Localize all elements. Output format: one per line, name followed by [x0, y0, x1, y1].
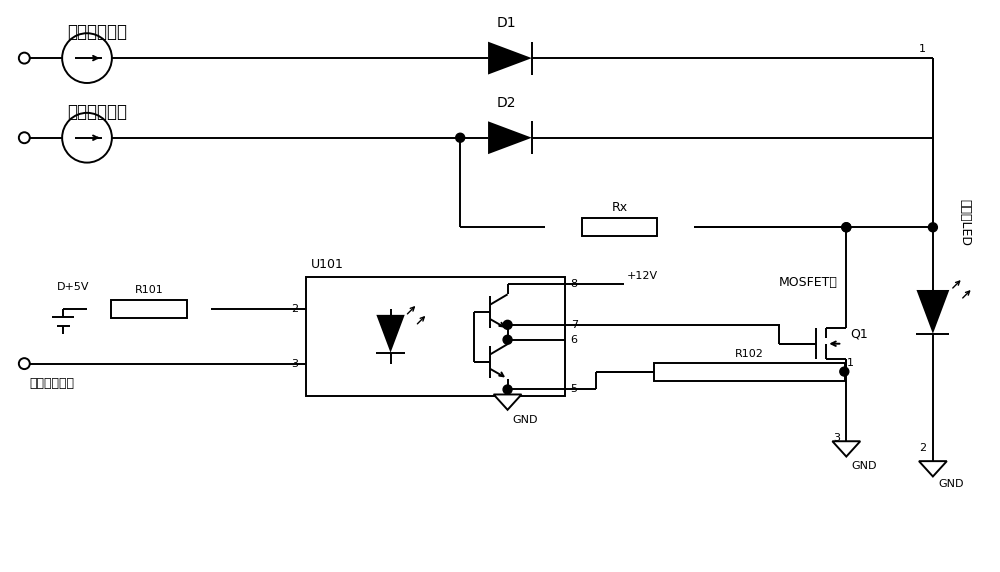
- Text: U101: U101: [311, 258, 344, 271]
- Text: D+5V: D+5V: [57, 282, 90, 292]
- Bar: [111, 300, 187, 318]
- Text: 3: 3: [291, 359, 298, 368]
- Text: D2: D2: [496, 96, 516, 110]
- Text: R101: R101: [135, 285, 164, 295]
- Text: 2: 2: [291, 304, 298, 314]
- Text: +12V: +12V: [626, 271, 658, 281]
- Bar: [306, 277, 565, 396]
- Text: 2: 2: [919, 443, 926, 453]
- Polygon shape: [919, 461, 947, 476]
- Text: 5: 5: [571, 384, 578, 395]
- Text: 6: 6: [571, 335, 578, 345]
- Text: 被测测LED: 被测测LED: [958, 199, 971, 246]
- Text: 7: 7: [571, 320, 578, 330]
- Circle shape: [842, 223, 851, 232]
- Text: R102: R102: [735, 349, 764, 359]
- Circle shape: [456, 133, 465, 142]
- Text: GND: GND: [939, 479, 964, 489]
- Text: Q1: Q1: [850, 327, 868, 340]
- Bar: [654, 363, 845, 380]
- Text: 8: 8: [571, 279, 578, 289]
- Bar: [582, 219, 657, 236]
- Polygon shape: [832, 441, 860, 456]
- Circle shape: [840, 367, 849, 376]
- Text: 3: 3: [833, 433, 840, 443]
- Circle shape: [503, 320, 512, 329]
- Polygon shape: [376, 315, 405, 353]
- Text: GND: GND: [513, 415, 538, 426]
- Text: 驱动脉冲信号: 驱动脉冲信号: [29, 376, 74, 390]
- Circle shape: [928, 223, 937, 232]
- Text: MOSFET管: MOSFET管: [779, 276, 838, 289]
- Text: 测试恒流模块: 测试恒流模块: [67, 23, 127, 41]
- Circle shape: [842, 223, 851, 232]
- Text: 1: 1: [847, 358, 854, 368]
- Polygon shape: [488, 42, 532, 74]
- Text: 1: 1: [919, 44, 926, 54]
- Polygon shape: [916, 290, 949, 334]
- Text: D1: D1: [496, 16, 516, 30]
- Text: GND: GND: [851, 461, 877, 471]
- Text: 驱动恒流模块: 驱动恒流模块: [67, 103, 127, 121]
- Circle shape: [503, 335, 512, 344]
- Polygon shape: [494, 395, 521, 410]
- Polygon shape: [488, 121, 532, 154]
- Text: Rx: Rx: [611, 201, 627, 214]
- Circle shape: [503, 385, 512, 394]
